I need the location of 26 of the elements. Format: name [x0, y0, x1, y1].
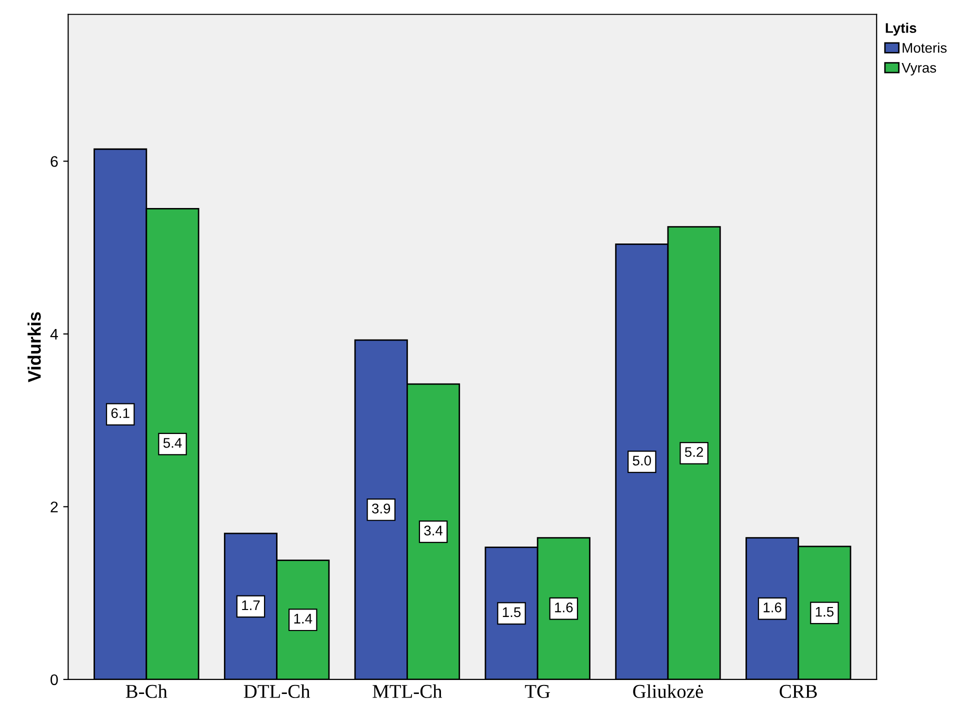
x-tick-label: DTL-Ch	[244, 684, 310, 698]
legend-label: Vyras	[902, 63, 936, 76]
y-tick-label: 2	[50, 502, 58, 512]
data-label: 5.2	[684, 447, 704, 457]
data-label: 1.7	[242, 600, 260, 610]
data-label: 1.4	[294, 614, 312, 624]
data-label: 3.4	[424, 526, 443, 536]
x-tick-label: MTL-Ch	[372, 684, 442, 698]
y-tick-label: 6	[50, 156, 58, 167]
data-label: 5.4	[163, 438, 182, 448]
data-label: 3.9	[372, 504, 390, 514]
x-tick-label: B-Ch	[126, 684, 168, 698]
x-tick-label: CRB	[780, 684, 817, 698]
data-label: 5.0	[632, 456, 652, 466]
x-tick-label: TG	[524, 684, 550, 698]
y-tick-label: 4	[50, 328, 58, 340]
data-label: 1.6	[555, 602, 573, 612]
data-label: 6.1	[111, 408, 130, 418]
data-label: 1.5	[502, 607, 521, 618]
y-axis-title: Vidurkis	[28, 312, 41, 382]
legend-title: Lytis	[886, 22, 916, 36]
data-label: 1.6	[764, 602, 782, 612]
legend-label: Moteris	[902, 42, 947, 53]
x-tick-label: Gliukozė	[633, 684, 703, 698]
y-tick-label: 0	[50, 674, 58, 686]
data-label: 1.5	[816, 606, 834, 617]
